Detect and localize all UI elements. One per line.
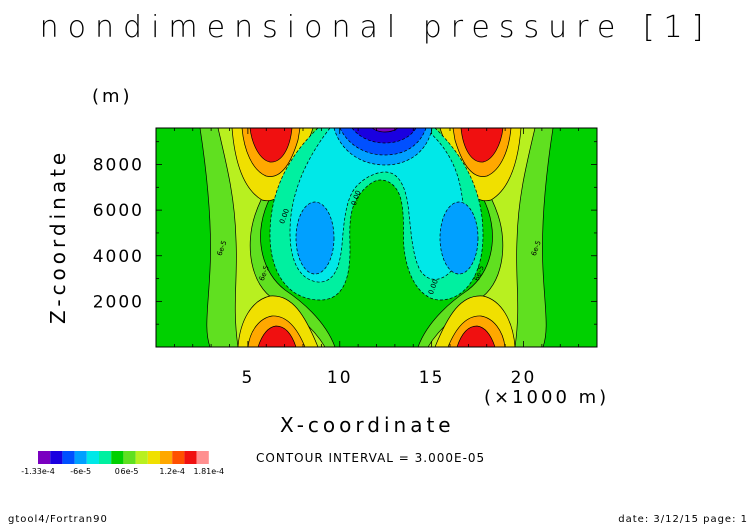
colorbar-swatch [50, 451, 63, 464]
colorbar-swatch [172, 451, 185, 464]
colorbar-label: 6e-5 [121, 467, 139, 476]
y-tick-label: 8000 [93, 156, 144, 176]
y-tick-label: 4000 [93, 247, 144, 267]
band-left-top-red [249, 128, 293, 163]
colorbar-label: -6e-5 [70, 467, 91, 476]
band-left-bottom-red [257, 325, 297, 347]
colorbar-swatch [135, 451, 148, 464]
colorbar-swatch [86, 451, 99, 464]
colorbar-swatch [123, 451, 136, 464]
x-axis-unit: (×1000 m) [484, 387, 610, 408]
x-tick-label: 20 [511, 368, 537, 388]
colorbar-swatch [62, 451, 75, 464]
colorbar-swatch [196, 451, 209, 464]
y-axis-ticks: 2000 4000 6000 8000 [93, 141, 597, 325]
x-axis-label: X-coordinate [280, 413, 455, 437]
colorbar-swatch [99, 451, 112, 464]
band-left-blob [295, 201, 335, 275]
colorbar-swatch [184, 451, 197, 464]
contour-interval-text: CONTOUR INTERVAL = 3.000E-05 [256, 451, 486, 465]
band-right-blob [439, 201, 479, 275]
colorbar-label: -1.33e-4 [21, 467, 55, 476]
y-tick-label: 6000 [93, 201, 144, 221]
colorbar-swatch [74, 451, 87, 464]
contour-field [156, 128, 597, 347]
colorbar-swatch [160, 451, 173, 464]
y-tick-label: 2000 [93, 292, 144, 312]
footer-date: date: 3/12/15 page: 1 [618, 514, 748, 525]
colorbar-swatch [147, 451, 160, 464]
colorbar-swatch [111, 451, 124, 464]
colorbar-label: 0 [115, 467, 120, 476]
y-axis-unit: (m) [92, 86, 133, 107]
chart-title: nondimensional pressure [1] [39, 10, 713, 45]
band-center-top-purple [371, 128, 399, 133]
x-tick-label: 5 [241, 368, 254, 388]
band-center-top-dark-blue [351, 128, 417, 144]
x-tick-label: 10 [327, 368, 353, 388]
band-right-top-red [460, 128, 504, 163]
colorbar-legend: -1.33e-4 -6e-5 0 6e-5 1.2e-4 1.81e-4 [21, 451, 224, 476]
colorbar-label: 1.81e-4 [193, 467, 224, 476]
colorbar-label: 1.2e-4 [159, 467, 185, 476]
colorbar-swatch [38, 451, 51, 464]
footer-program: gtool4/Fortran90 [8, 514, 108, 525]
band-right-bottom-red [456, 325, 496, 347]
x-axis-ticks: 5 10 15 20 [173, 128, 580, 388]
x-tick-label: 15 [419, 368, 445, 388]
